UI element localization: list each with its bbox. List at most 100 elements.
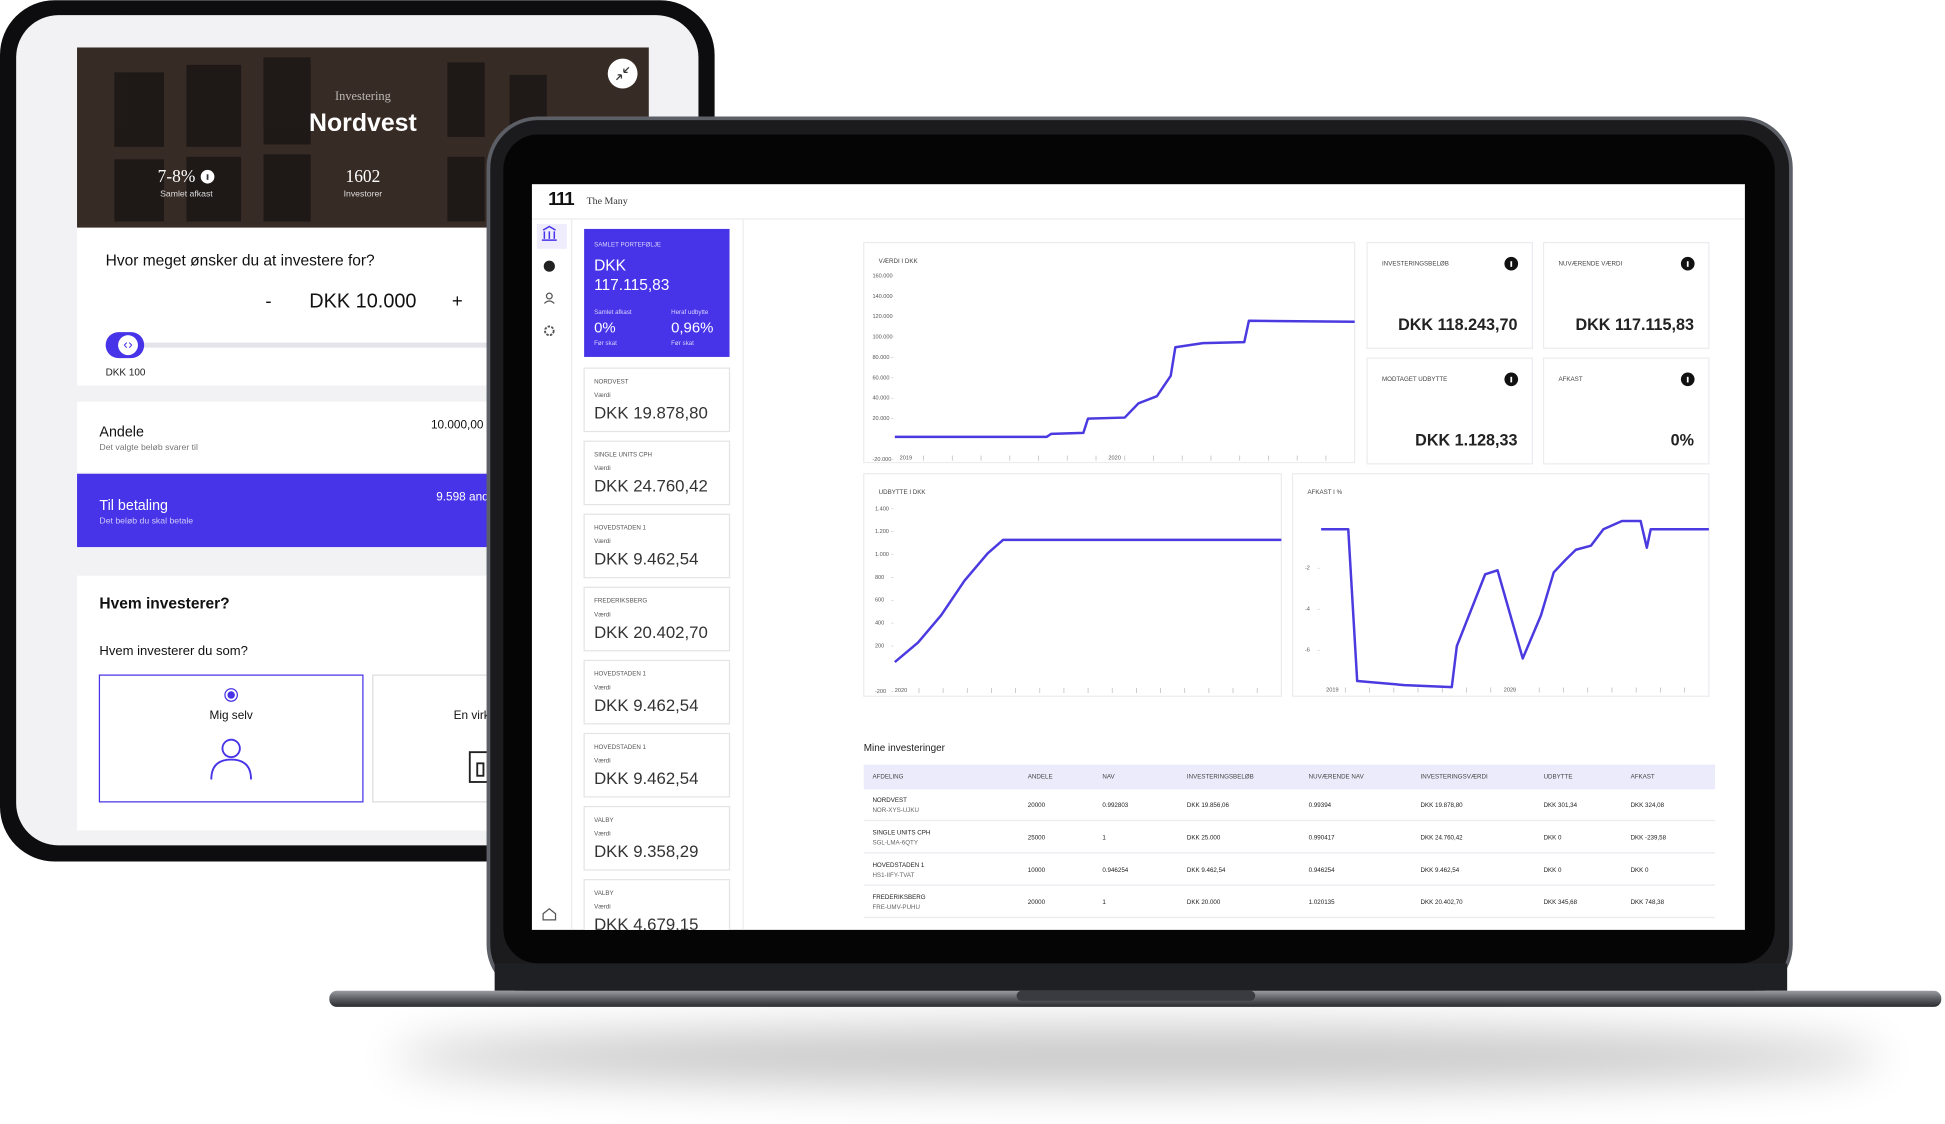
chart-title: VÆRDI I DKK <box>879 258 919 265</box>
x-tick-label: 2020 <box>895 688 907 694</box>
cell: DKK 748,38 <box>1631 899 1665 906</box>
column-header: INVESTERINGSBELØB <box>1187 774 1254 781</box>
row-code: SGL-LMA-6QTY <box>872 840 918 847</box>
stat-label: Samlet afkast <box>594 309 632 316</box>
chart-title: UDBYTTE I DKK <box>879 489 927 496</box>
cell: DKK 324,08 <box>1631 802 1665 809</box>
fund-value: DKK 9.462,54 <box>594 769 698 788</box>
nav-portfolio[interactable] <box>541 225 557 241</box>
cell: DKK 9.462,54 <box>1421 867 1460 874</box>
fund-value: DKK 9.462,54 <box>594 696 698 715</box>
fund-value: DKK 20.402,70 <box>594 623 708 642</box>
kpi-card <box>1542 357 1710 465</box>
y-tick-label: 40.000 <box>872 396 889 402</box>
cell: DKK 301,34 <box>1544 802 1578 809</box>
cell: DKK -239,58 <box>1631 835 1667 842</box>
cell: DKK 9.462,54 <box>1187 867 1226 874</box>
fund-card[interactable] <box>583 513 731 579</box>
kpi-value: 0% <box>1671 432 1694 450</box>
andele-value: 10.000,00 <box>431 417 484 431</box>
kpi-value: DKK 117.115,83 <box>1575 316 1693 334</box>
fund-label: Værdi <box>594 757 611 764</box>
nav-settings[interactable] <box>544 325 555 337</box>
kpi-label: MODTAGET UDBYTTE <box>1382 376 1447 383</box>
fund-card[interactable] <box>583 732 731 798</box>
hero-stat-label: Investorer <box>344 188 383 198</box>
amount-question: Hvor meget ønsker du at investere for? <box>106 252 375 269</box>
app: 111 The Many SAMLET PORTEFØLJE DKK 117.1… <box>531 188 1745 943</box>
cell: 25000 <box>1028 835 1046 842</box>
row-name: NORDVEST <box>872 797 907 804</box>
kpi-value: DKK 118.243,70 <box>1398 316 1517 334</box>
row-code: FRE-UMV-PUHU <box>872 904 920 911</box>
cell: 1 <box>1102 835 1106 842</box>
fund-value: DKK 9.462,54 <box>594 550 698 569</box>
nav-profile[interactable] <box>543 292 555 304</box>
andele-title: Andele <box>99 425 144 441</box>
slider-track[interactable] <box>136 342 498 348</box>
kpi-value: DKK 1.128,33 <box>1415 432 1517 450</box>
fund-label: Værdi <box>594 684 611 691</box>
hero-stat-value: 7-8% <box>158 167 196 186</box>
nav-home[interactable] <box>542 907 557 921</box>
cell: DKK 0 <box>1544 867 1562 874</box>
column-header: UDBYTTE <box>1544 774 1573 781</box>
fund-card[interactable] <box>583 367 731 433</box>
fund-card[interactable] <box>583 586 731 652</box>
cell: 0.946254 <box>1309 867 1335 874</box>
cell: 0.946254 <box>1102 867 1128 874</box>
stat-note: Før skat <box>594 340 617 347</box>
portfolio-card[interactable]: SAMLET PORTEFØLJE DKK 117.115,83 Samlet … <box>584 228 730 357</box>
amount-value: DKK 10.000 <box>309 291 416 313</box>
y-tick-label: 800 <box>875 575 884 581</box>
column-header: NAV <box>1102 774 1115 781</box>
y-tick-label: 100.000 <box>872 335 892 341</box>
cell: 1 <box>1102 899 1106 906</box>
chart-card <box>863 241 1356 464</box>
fund-value: DKK 24.760,42 <box>594 477 708 496</box>
option-label: Mig selv <box>210 708 253 722</box>
collapse-button[interactable] <box>607 58 638 89</box>
data-line <box>894 319 1355 439</box>
stat-label: Heraf udbytte <box>671 309 709 316</box>
data-line <box>1321 519 1709 689</box>
fund-name: NORDVEST <box>594 378 629 385</box>
column-header: ANDELE <box>1028 774 1053 781</box>
cell: 10000 <box>1028 867 1046 874</box>
logo: 111 <box>548 188 574 209</box>
y-tick-label: 120.000 <box>872 314 892 320</box>
fund-card[interactable] <box>583 879 731 943</box>
fund-value: DKK 4.679,15 <box>594 915 698 934</box>
column-header: AFKAST <box>1631 774 1655 781</box>
y-tick-label: -20.000 <box>872 457 891 463</box>
data-line <box>894 538 1282 663</box>
nav-icon[interactable] <box>543 260 555 272</box>
minus-button[interactable]: - <box>265 290 271 311</box>
cell: 0.99394 <box>1309 802 1332 809</box>
cell: DKK 19.878,80 <box>1421 802 1464 809</box>
row-code: NOR-XYS-UJKU <box>872 807 919 814</box>
fund-card[interactable] <box>583 440 731 506</box>
who-question: Hvem investerer du som? <box>99 643 247 658</box>
y-tick-label: 600 <box>875 598 884 604</box>
stat-value: 0,96% <box>671 320 713 336</box>
cell: 20000 <box>1028 802 1046 809</box>
hero-kicker: Investering <box>335 89 391 103</box>
kpi-label: INVESTERINGSBELØB <box>1382 260 1449 267</box>
fund-card[interactable] <box>583 659 731 725</box>
y-tick-label: -4 <box>1305 607 1310 613</box>
cell: 20000 <box>1028 899 1046 906</box>
y-tick-label: 60.000 <box>872 375 889 381</box>
kpi-card <box>1542 241 1710 349</box>
cell: DKK 0 <box>1544 835 1562 842</box>
radio[interactable] <box>227 691 235 699</box>
column-header: AFDELING <box>872 774 903 781</box>
plus-button[interactable]: + <box>452 290 463 311</box>
row-name: FREDERIKSBERG <box>872 894 925 901</box>
fund-label: Værdi <box>594 831 611 838</box>
portfolio-currency: DKK <box>594 257 627 274</box>
y-tick-label: 20.000 <box>872 416 889 422</box>
fund-card[interactable] <box>583 805 731 871</box>
column-header: NUVÆRENDE NAV <box>1309 774 1365 781</box>
